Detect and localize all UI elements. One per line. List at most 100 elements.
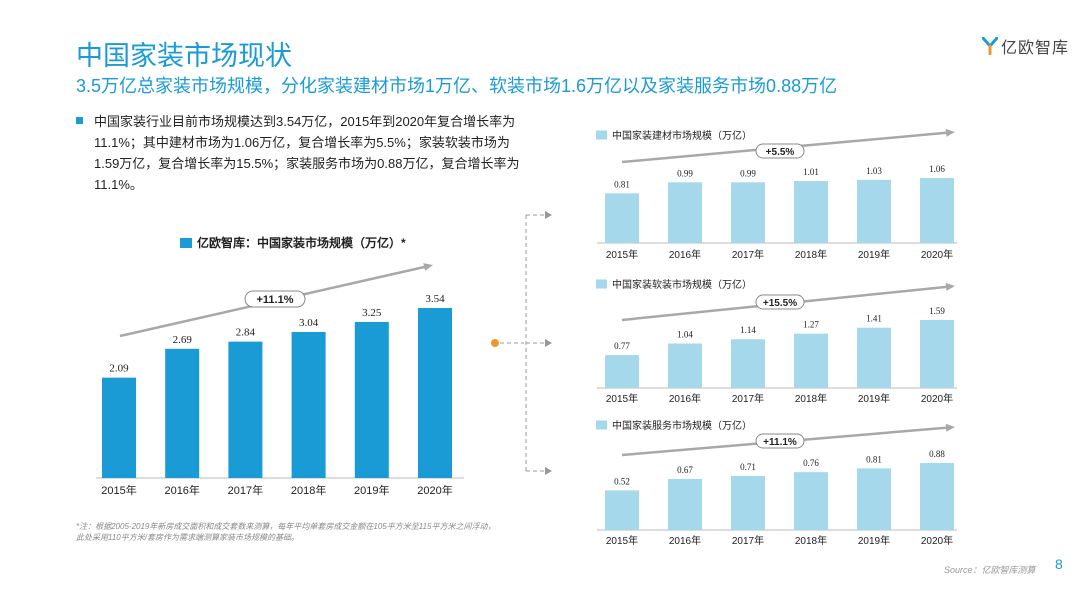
main-bar [228, 341, 263, 478]
materials-legend-label: 中国家装建材市场规模（万亿） [612, 129, 752, 142]
service-tick-label: 2020年 [921, 534, 953, 547]
main-bar [354, 321, 389, 478]
main-data-label: 3.54 [425, 293, 445, 305]
main-tick-label: 2020年 [417, 483, 452, 497]
soft-data-label: 1.59 [929, 306, 945, 316]
soft-tick-label: 2019年 [858, 392, 890, 405]
service-tick-label: 2019年 [858, 534, 890, 547]
soft-legend-swatch [596, 279, 607, 289]
soft-tick-label: 2020年 [921, 392, 953, 405]
materials-tick-label: 2020年 [921, 248, 953, 261]
service-data-label: 0.81 [866, 454, 882, 464]
materials-growth-label: +5.5% [766, 147, 795, 158]
service-growth-pill [755, 433, 805, 449]
soft-data-label: 0.77 [614, 341, 630, 351]
soft-growth-arrow-head [945, 282, 955, 291]
bullet-square-icon [76, 117, 83, 124]
materials-bar [794, 181, 828, 243]
arrow-head-bottom [545, 467, 552, 475]
main-bar [418, 308, 452, 478]
materials-data-label: 1.01 [803, 167, 819, 177]
soft-tick-label: 2015年 [606, 392, 638, 405]
service-legend-label: 中国家装服务市场规模（万亿） [612, 419, 752, 432]
materials-growth-arrow-head [945, 128, 955, 137]
service-bar [605, 490, 639, 530]
service-data-label: 0.52 [614, 476, 630, 486]
soft-growth-label: +15.5% [763, 298, 797, 309]
soft-bar [920, 320, 954, 388]
service-bar [794, 472, 828, 530]
materials-tick-label: 2016年 [669, 248, 701, 261]
main-data-label: 3.04 [299, 317, 319, 329]
soft-bar [857, 327, 891, 388]
service-bar [668, 478, 702, 530]
service-data-label: 0.76 [803, 458, 819, 468]
soft-data-label: 1.14 [740, 325, 756, 335]
main-growth-label: +11.1% [256, 294, 293, 306]
soft-data-label: 1.41 [866, 314, 882, 324]
logo-icon [982, 37, 998, 55]
brand-logo: 亿欧智库 [982, 34, 1069, 58]
main-tick-label: 2019年 [354, 483, 389, 497]
soft-data-label: 1.04 [677, 330, 693, 340]
materials-bar [668, 182, 702, 243]
materials-bar [920, 178, 954, 243]
soft-tick-label: 2018年 [795, 392, 827, 405]
service-data-label: 0.88 [929, 449, 945, 459]
page-subtitle: 3.5万亿总家装市场规模，分化家装建材市场1万亿、软装市场1.6万亿以及家装服务… [76, 76, 838, 96]
main-tick-label: 2015年 [101, 483, 136, 497]
soft-bar [605, 355, 639, 388]
arrow-head-mid [545, 339, 552, 347]
materials-tick-label: 2017年 [732, 248, 764, 261]
service-data-label: 0.71 [740, 462, 756, 472]
connector-dot [491, 339, 499, 347]
materials-bar [605, 193, 639, 243]
soft-growth-pill [755, 294, 805, 310]
arrow-head-top [545, 211, 552, 219]
soft-tick-label: 2017年 [732, 392, 764, 405]
soft-bar [731, 339, 765, 388]
materials-data-label: 0.99 [677, 168, 693, 178]
soft-bar [794, 333, 828, 388]
materials-tick-label: 2018年 [795, 248, 827, 261]
main-bar [165, 348, 200, 478]
main-data-label: 2.09 [109, 363, 129, 375]
service-bar [920, 463, 954, 530]
main-legend-swatch [180, 238, 192, 248]
materials-bar [857, 179, 891, 243]
main-growth-arrow-head [423, 263, 433, 271]
materials-bar [731, 182, 765, 243]
source-note: Source：亿欧智库测算 [944, 565, 1036, 575]
service-bar [857, 468, 891, 530]
materials-data-label: 1.03 [866, 166, 882, 176]
materials-data-label: 0.81 [614, 179, 630, 189]
service-tick-label: 2018年 [795, 534, 827, 547]
service-bar [731, 475, 765, 530]
soft-data-label: 1.27 [803, 320, 819, 330]
main-bar [291, 332, 326, 478]
soft-tick-label: 2016年 [669, 392, 701, 405]
summary-text: 中国家装行业目前市场规模达到3.54万亿，2015年到2020年复合增长率为11… [94, 114, 520, 192]
main-legend-label: 亿欧智库：中国家装市场规模（万亿）* [197, 235, 406, 250]
summary-bullet: 中国家装行业目前市场规模达到3.54万亿，2015年到2020年复合增长率为11… [76, 111, 526, 195]
main-tick-label: 2018年 [291, 483, 326, 497]
main-tick-label: 2016年 [164, 483, 199, 497]
service-growth-arrow-head [945, 423, 955, 432]
materials-legend-swatch [596, 130, 607, 140]
service-tick-label: 2015年 [606, 534, 638, 547]
main-data-label: 3.25 [362, 307, 382, 319]
service-data-label: 0.67 [677, 465, 693, 475]
materials-data-label: 1.06 [929, 164, 945, 174]
main-tick-label: 2017年 [228, 483, 263, 497]
main-growth-pill [244, 290, 306, 308]
logo-text: 亿欧智库 [1001, 40, 1070, 57]
service-tick-label: 2016年 [669, 534, 701, 547]
connector [491, 211, 552, 475]
footnote: *注：根据2005-2019年新房成交面积和成交套数来测算，每年平均单套房成交金… [76, 522, 496, 542]
page-title: 中国家装市场现状 [76, 41, 292, 71]
materials-tick-label: 2015年 [606, 248, 638, 261]
main-bar [102, 377, 136, 478]
service-tick-label: 2017年 [732, 534, 764, 547]
service-growth-label: +11.1% [763, 437, 797, 448]
materials-data-label: 0.99 [740, 168, 756, 178]
